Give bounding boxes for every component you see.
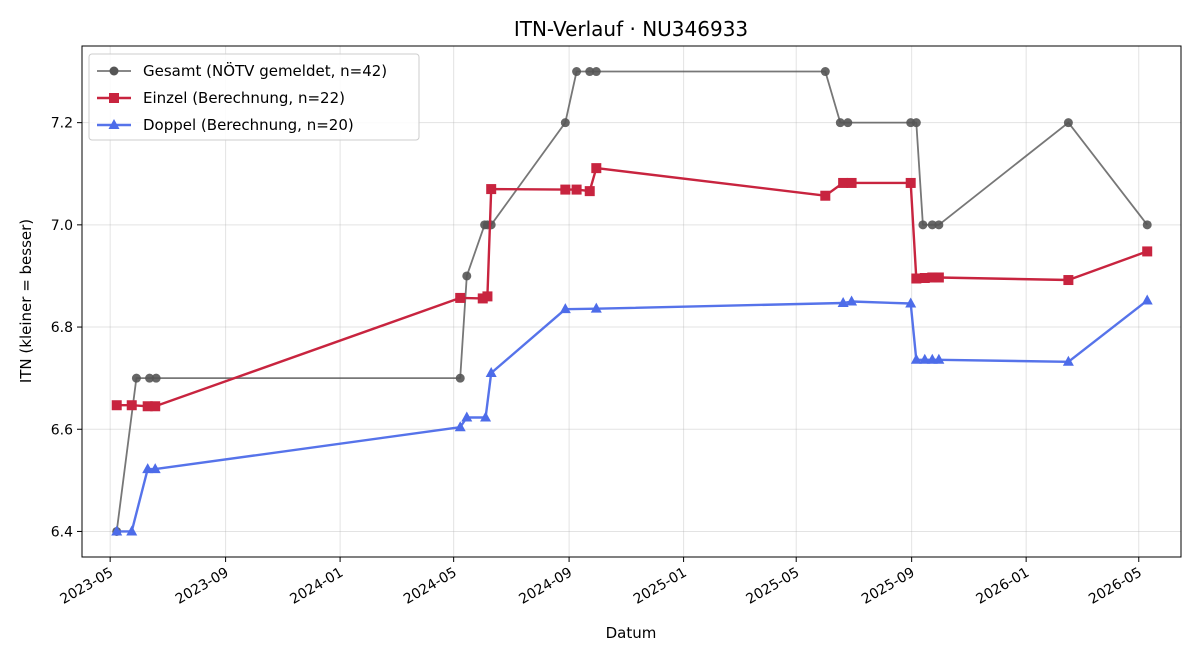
y-tick-label: 7.2 (51, 116, 73, 132)
x-tick-label: 2025-05 (744, 565, 803, 608)
data-point (560, 184, 571, 195)
data-point (142, 401, 153, 412)
data-point (559, 303, 571, 314)
chart-title: ITN-Verlauf · NU346933 (514, 17, 748, 41)
data-point (1063, 118, 1073, 128)
data-point (461, 411, 473, 422)
data-point (591, 163, 602, 174)
data-point (905, 177, 916, 188)
data-point (919, 272, 930, 283)
series-circle (112, 67, 1152, 536)
y-axis-label: ITN (kleiner = besser) (17, 219, 35, 383)
data-point (111, 525, 123, 536)
legend-entry: Doppel (Berechnung, n=20) (97, 116, 354, 134)
data-point (590, 302, 602, 313)
data-point (482, 291, 493, 302)
y-tick-label: 7.0 (51, 218, 73, 234)
data-point (838, 177, 849, 188)
data-point (455, 292, 466, 303)
data-point (486, 184, 497, 195)
data-point (927, 272, 938, 283)
x-tick-label: 2023-09 (173, 565, 232, 608)
data-point (843, 118, 853, 128)
data-point (145, 373, 155, 383)
data-point (846, 177, 857, 188)
data-point (820, 190, 831, 201)
x-tick-label: 2026-01 (973, 565, 1032, 608)
data-point (918, 220, 928, 230)
legend-marker (109, 93, 119, 103)
data-point (911, 273, 922, 284)
data-point (454, 421, 466, 432)
data-point (1141, 294, 1153, 305)
data-point (560, 118, 570, 128)
data-point (480, 411, 492, 422)
data-point (485, 367, 497, 378)
data-point (905, 297, 917, 308)
data-point (584, 186, 595, 197)
x-axis: 2023-05 2023-09 2024-01 2024-05 2024-09 2025-… (57, 557, 1145, 608)
data-point (1142, 220, 1152, 230)
legend-label: Gesamt (NÖTV gemeldet, n=42) (143, 61, 387, 80)
data-point (1062, 355, 1074, 366)
y-tick-label: 6.6 (51, 422, 73, 438)
data-point (455, 373, 465, 383)
x-tick-label: 2024-01 (287, 565, 346, 608)
data-point (933, 353, 945, 364)
x-tick-label: 2025-01 (631, 565, 690, 608)
x-tick-label: 2025-09 (859, 565, 918, 608)
grid (82, 46, 1181, 557)
legend-label: Doppel (Berechnung, n=20) (143, 116, 354, 134)
y-axis: 6.4 6.6 6.8 7.0 7.2 (51, 116, 82, 540)
data-point (1063, 275, 1074, 286)
y-tick-label: 6.8 (51, 320, 73, 336)
data-point (126, 400, 137, 411)
legend-box (88, 53, 420, 141)
data-point (150, 401, 161, 412)
data-point (927, 220, 937, 230)
series-triangle (111, 294, 1153, 536)
data-point (151, 373, 161, 383)
data-point (933, 272, 944, 283)
series-line (116, 166, 1148, 408)
data-point (846, 295, 858, 306)
data-point (131, 373, 141, 383)
data-point (910, 353, 922, 364)
legend-label: Einzel (Berechnung, n=22) (143, 89, 345, 107)
data-point (919, 353, 931, 364)
data-point (1142, 246, 1153, 257)
data-point (585, 67, 595, 77)
series-line (116, 299, 1148, 533)
data-point (462, 271, 472, 281)
legend-entry: Einzel (Berechnung, n=22) (97, 89, 345, 107)
data-point (837, 297, 849, 308)
series-square (111, 163, 1153, 412)
x-axis-label: Datum (606, 624, 657, 642)
data-point (934, 220, 944, 230)
legend-marker (109, 66, 119, 76)
y-tick-label: 6.4 (51, 524, 73, 540)
data-point (835, 118, 845, 128)
data-point (142, 463, 154, 474)
data-point (820, 67, 830, 77)
legend-marker (108, 119, 120, 129)
data-point (126, 525, 138, 536)
x-tick-label: 2024-09 (516, 565, 575, 608)
plot-frame (81, 45, 1182, 558)
data-point (111, 400, 122, 411)
data-point (911, 118, 921, 128)
legend: Gesamt (NÖTV gemeldet, n=42) Einzel (Bere… (88, 53, 420, 141)
x-tick-label: 2024-05 (401, 565, 460, 608)
data-point (572, 67, 582, 77)
x-tick-label: 2026-05 (1086, 565, 1145, 608)
x-tick-label: 2023-05 (57, 565, 116, 608)
data-point (149, 463, 161, 474)
data-point (571, 184, 582, 195)
series-layer (111, 67, 1153, 536)
data-point (591, 67, 601, 77)
legend-entry: Gesamt (NÖTV gemeldet, n=42) (97, 61, 387, 80)
